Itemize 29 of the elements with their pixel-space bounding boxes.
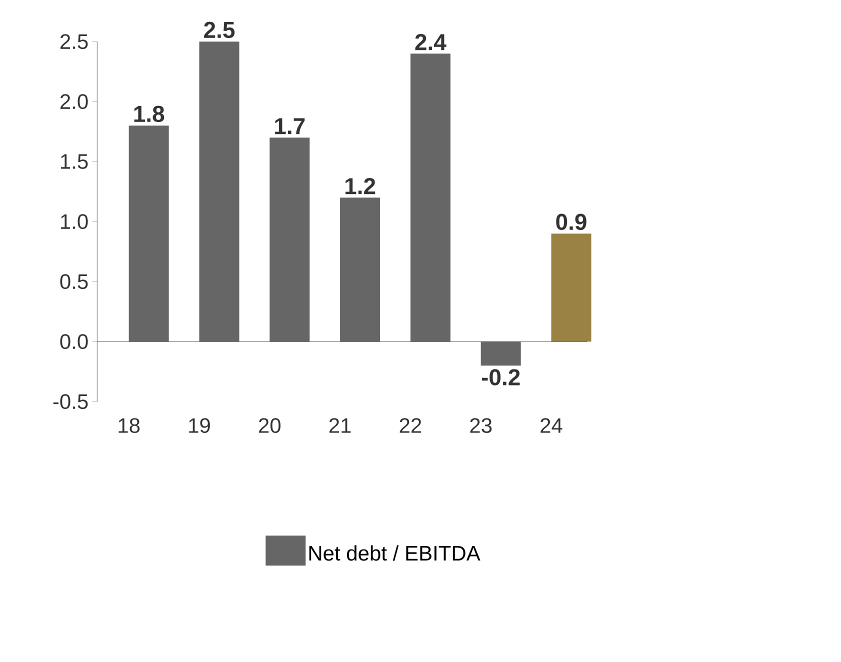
legend-label: Net debt / EBITDA — [309, 545, 480, 561]
x-tick-label: 20 — [259, 418, 280, 433]
data-label: 2.4 — [415, 34, 446, 50]
x-tick-label: 23 — [470, 418, 492, 433]
bar — [480, 342, 521, 366]
y-tick-label: 1.5 — [61, 154, 88, 169]
bar — [199, 42, 240, 342]
x-tick-label: 18 — [118, 418, 140, 433]
y-tick-label: 2.0 — [60, 94, 88, 110]
bar — [128, 126, 169, 342]
x-tick-label: 22 — [400, 418, 422, 433]
data-label: 1.2 — [346, 178, 376, 194]
bar — [270, 138, 310, 342]
data-label: 0.9 — [556, 214, 586, 230]
x-tick-label: 19 — [189, 418, 210, 433]
bar — [410, 54, 450, 342]
data-label: 2.5 — [204, 22, 235, 38]
y-tick-label: 1.0 — [61, 214, 88, 230]
data-label: -0.2 — [482, 369, 520, 386]
y-tick-label: -0.5 — [53, 394, 88, 410]
y-tick-label: 0.0 — [60, 334, 88, 350]
bar — [551, 234, 592, 342]
x-tick-label: 24 — [540, 418, 562, 433]
data-label: 1.7 — [275, 118, 305, 134]
y-tick-label: 0.5 — [60, 274, 88, 290]
bar — [340, 198, 380, 342]
y-tick-label: 2.5 — [60, 34, 88, 50]
x-tick-label: 21 — [329, 418, 351, 433]
data-label: 1.8 — [134, 106, 164, 122]
